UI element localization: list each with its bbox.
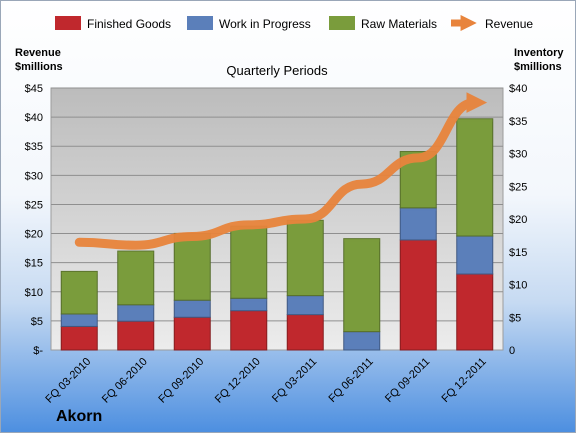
bar-segment-finished-goods	[118, 321, 154, 350]
left-tick-label: $10	[25, 287, 43, 299]
right-tick-label: $30	[509, 149, 527, 161]
bar-segment-finished-goods	[174, 317, 210, 350]
legend-swatch-finished-goods	[55, 16, 81, 30]
left-axis-title-line1: Revenue	[15, 47, 61, 59]
bar-segment-work-in-progress	[457, 236, 493, 274]
bar-segment-raw-materials	[61, 271, 97, 314]
left-tick-label: $40	[25, 112, 43, 124]
legend-label-work-in-progress: Work in Progress	[219, 17, 311, 31]
bar-segment-raw-materials	[231, 226, 267, 298]
category-label: FQ 09-2011	[383, 356, 432, 405]
left-tick-label: $30	[25, 170, 43, 182]
category-label: FQ 09-2010	[156, 356, 206, 406]
bar-segment-raw-materials	[344, 239, 380, 332]
bar-segment-raw-materials	[174, 233, 210, 300]
right-tick-label: 0	[509, 345, 515, 357]
left-tick-label: $5	[31, 316, 43, 328]
bar-highlight	[118, 251, 154, 254]
bar-segment-finished-goods	[287, 315, 323, 350]
right-tick-label: $35	[509, 116, 527, 128]
category-label: FQ 12-2010	[213, 356, 263, 406]
legend-label-raw-materials: Raw Materials	[361, 17, 437, 31]
legend-swatch-raw-materials	[329, 16, 355, 30]
right-axis-title-line2: $millions	[514, 61, 562, 73]
left-tick-label: $25	[25, 199, 43, 211]
right-tick-label: $15	[509, 247, 527, 259]
right-tick-label: $40	[509, 83, 527, 95]
left-tick-label: $35	[25, 141, 43, 153]
left-tick-label: $20	[25, 229, 43, 241]
right-tick-label: $25	[509, 181, 527, 193]
bar-segment-finished-goods	[231, 311, 267, 350]
right-tick-label: $10	[509, 280, 527, 292]
bar-segment-finished-goods	[400, 240, 436, 350]
bar-segment-raw-materials	[457, 119, 493, 236]
legend-label-revenue: Revenue	[485, 17, 533, 31]
right-axis-ticks: 0 $5 $10 $15 $20 $25 $30 $35 $40	[509, 83, 527, 357]
left-axis-title-line2: $millions	[15, 61, 63, 73]
category-label: FQ 06-2011	[326, 356, 375, 405]
left-axis-ticks: $- $5 $10 $15 $20 $25 $30 $35 $40 $45	[25, 83, 44, 357]
left-tick-label: $-	[33, 345, 43, 357]
bar-highlight	[457, 119, 493, 122]
category-label: FQ 06-2010	[100, 356, 150, 406]
right-tick-label: $20	[509, 214, 527, 226]
bar-segment-raw-materials	[118, 251, 154, 305]
category-label: FQ 03-2011	[270, 356, 319, 405]
brand-label: Akorn	[56, 408, 102, 425]
left-tick-label: $45	[25, 83, 43, 95]
chart-title: Quarterly Periods	[226, 63, 328, 78]
category-label: FQ 12-2011	[439, 356, 488, 405]
right-tick-label: $5	[509, 312, 521, 324]
left-tick-label: $15	[25, 258, 43, 270]
bar-segment-finished-goods	[61, 326, 97, 350]
bar-highlight	[344, 239, 380, 242]
right-axis-title-line1: Inventory	[514, 47, 564, 59]
bar-segment-work-in-progress	[400, 208, 436, 240]
bar-highlight	[61, 271, 97, 274]
bar-segment-finished-goods	[457, 274, 493, 350]
legend: Finished Goods Work in Progress Raw Mate…	[55, 16, 533, 31]
bar-segment-raw-materials	[287, 220, 323, 295]
category-label: FQ 03-2010	[43, 356, 93, 406]
legend-swatch-work-in-progress	[187, 16, 213, 30]
legend-label-finished-goods: Finished Goods	[87, 17, 171, 31]
